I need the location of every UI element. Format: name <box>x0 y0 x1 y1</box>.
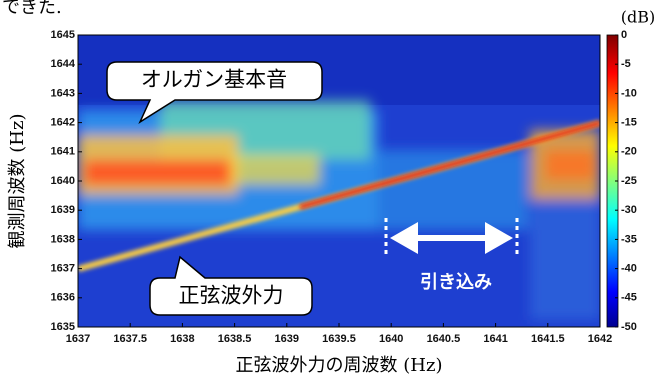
colorbar-tick-label: -50 <box>621 321 637 333</box>
colorbar-tick-label: -40 <box>621 263 637 275</box>
y-tick-label: 1637 <box>51 263 75 275</box>
y-tick-label: 1635 <box>51 321 75 333</box>
x-tick-label: 1640 <box>379 333 403 345</box>
x-tick-label: 1641.5 <box>531 333 565 345</box>
y-tick-label: 1642 <box>51 117 75 129</box>
x-tick-label: 1637.5 <box>113 333 147 345</box>
colorbar-tick-label: -5 <box>621 58 631 70</box>
colorbar-tick-label: -25 <box>621 175 637 187</box>
x-axis-label: 正弦波外力の周波数 (Hz) <box>236 355 443 376</box>
caption-fragment: できた. <box>2 0 62 18</box>
colorbar-label: (dB) <box>621 8 655 27</box>
y-axis-label: 観測周波数 (Hz) <box>7 114 28 249</box>
x-tick-label: 1638.5 <box>218 333 252 345</box>
colorbar-tick-label: -15 <box>621 117 637 129</box>
annotation: 引き込み <box>420 272 492 292</box>
x-tick-label: 1639 <box>275 333 299 345</box>
annotation: オルガン基本音 <box>141 68 287 92</box>
y-tick-label: 1644 <box>51 58 76 70</box>
y-tick-label: 1645 <box>51 29 75 41</box>
colorbar-tick-label: -10 <box>621 87 637 99</box>
y-tick-label: 1641 <box>51 146 75 158</box>
colorbar-tick-label: -45 <box>621 292 637 304</box>
x-tick-label: 1638 <box>170 333 194 345</box>
y-tick-label: 1640 <box>51 175 75 187</box>
colorbar-tick-label: -35 <box>621 233 637 245</box>
annotation: 正弦波外力 <box>179 284 284 308</box>
y-tick-label: 1638 <box>51 233 75 245</box>
colorbar-tick-label: -20 <box>621 146 637 158</box>
x-tick-label: 1641 <box>483 333 507 345</box>
x-tick-label: 1639.5 <box>322 333 356 345</box>
x-tick-label: 1637 <box>66 333 90 345</box>
y-tick-label: 1643 <box>51 87 75 99</box>
colorbar-tick-label: 0 <box>621 29 627 41</box>
y-tick-label: 1639 <box>51 204 75 216</box>
colorbar-tick-label: -30 <box>621 204 637 216</box>
x-tick-label: 1642 <box>588 333 612 345</box>
figure: できた. オルガン基本音 正弦波外力 引き込み ( <box>0 0 659 380</box>
y-tick-label: 1636 <box>51 292 75 304</box>
x-tick-label: 1640.5 <box>427 333 461 345</box>
